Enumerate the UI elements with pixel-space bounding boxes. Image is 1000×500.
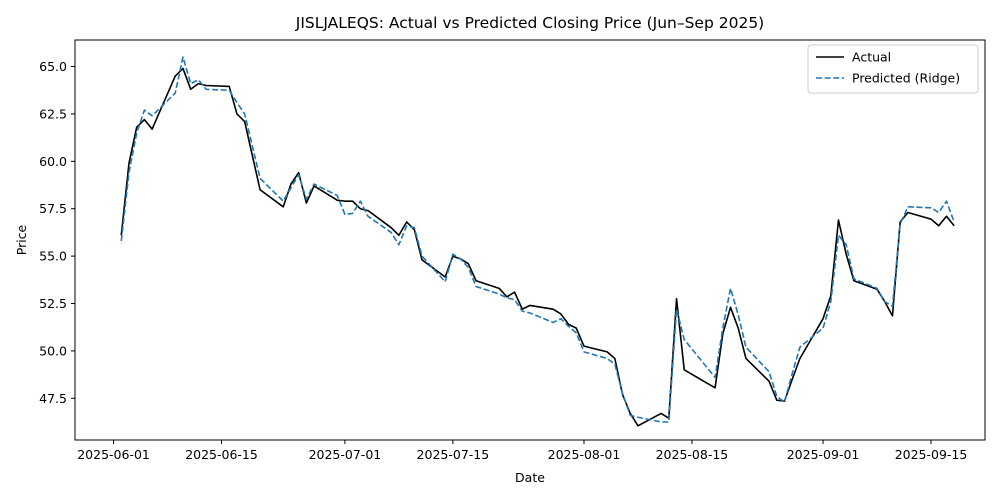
x-tick-label: 2025-06-15: [185, 447, 258, 462]
y-axis: 47.5 50.0 52.5 55.0 57.5 60.0 62.5 65.0: [39, 59, 75, 406]
x-tick-label: 2025-09-01: [787, 447, 860, 462]
x-tick-label: 2025-07-01: [309, 447, 382, 462]
y-tick-label: 65.0: [39, 59, 67, 74]
y-axis-label: Price: [14, 224, 29, 255]
legend-box: [807, 44, 979, 94]
plot-frame: [74, 39, 986, 441]
y-tick-label: 47.5: [39, 391, 67, 406]
x-axis: 2025-06-01 2025-06-15 2025-07-01 2025-07-15…: [77, 440, 967, 462]
x-axis-label: Date: [515, 470, 545, 485]
legend-label: Predicted (Ridge): [852, 71, 960, 86]
y-tick-label: 55.0: [39, 249, 67, 264]
x-tick-label: 2025-09-15: [895, 447, 968, 462]
series-layer: [120, 56, 955, 427]
y-tick-label: 60.0: [39, 154, 67, 169]
legend-label: Actual: [852, 50, 891, 65]
x-tick-label: 2025-07-15: [417, 447, 490, 462]
x-tick-label: 2025-06-01: [77, 447, 150, 462]
y-tick-label: 57.5: [39, 201, 67, 216]
legend: Actual Predicted (Ridge): [807, 44, 979, 94]
series-line-actual: [120, 67, 955, 427]
y-tick-label: 52.5: [39, 296, 67, 311]
chart-title: JISLJALEQS: Actual vs Predicted Closing …: [295, 14, 764, 32]
y-tick-label: 50.0: [39, 343, 67, 358]
x-tick-label: 2025-08-15: [656, 447, 729, 462]
x-tick-label: 2025-08-01: [548, 447, 621, 462]
series-line-predicted: [120, 56, 955, 423]
y-tick-label: 62.5: [39, 106, 67, 121]
